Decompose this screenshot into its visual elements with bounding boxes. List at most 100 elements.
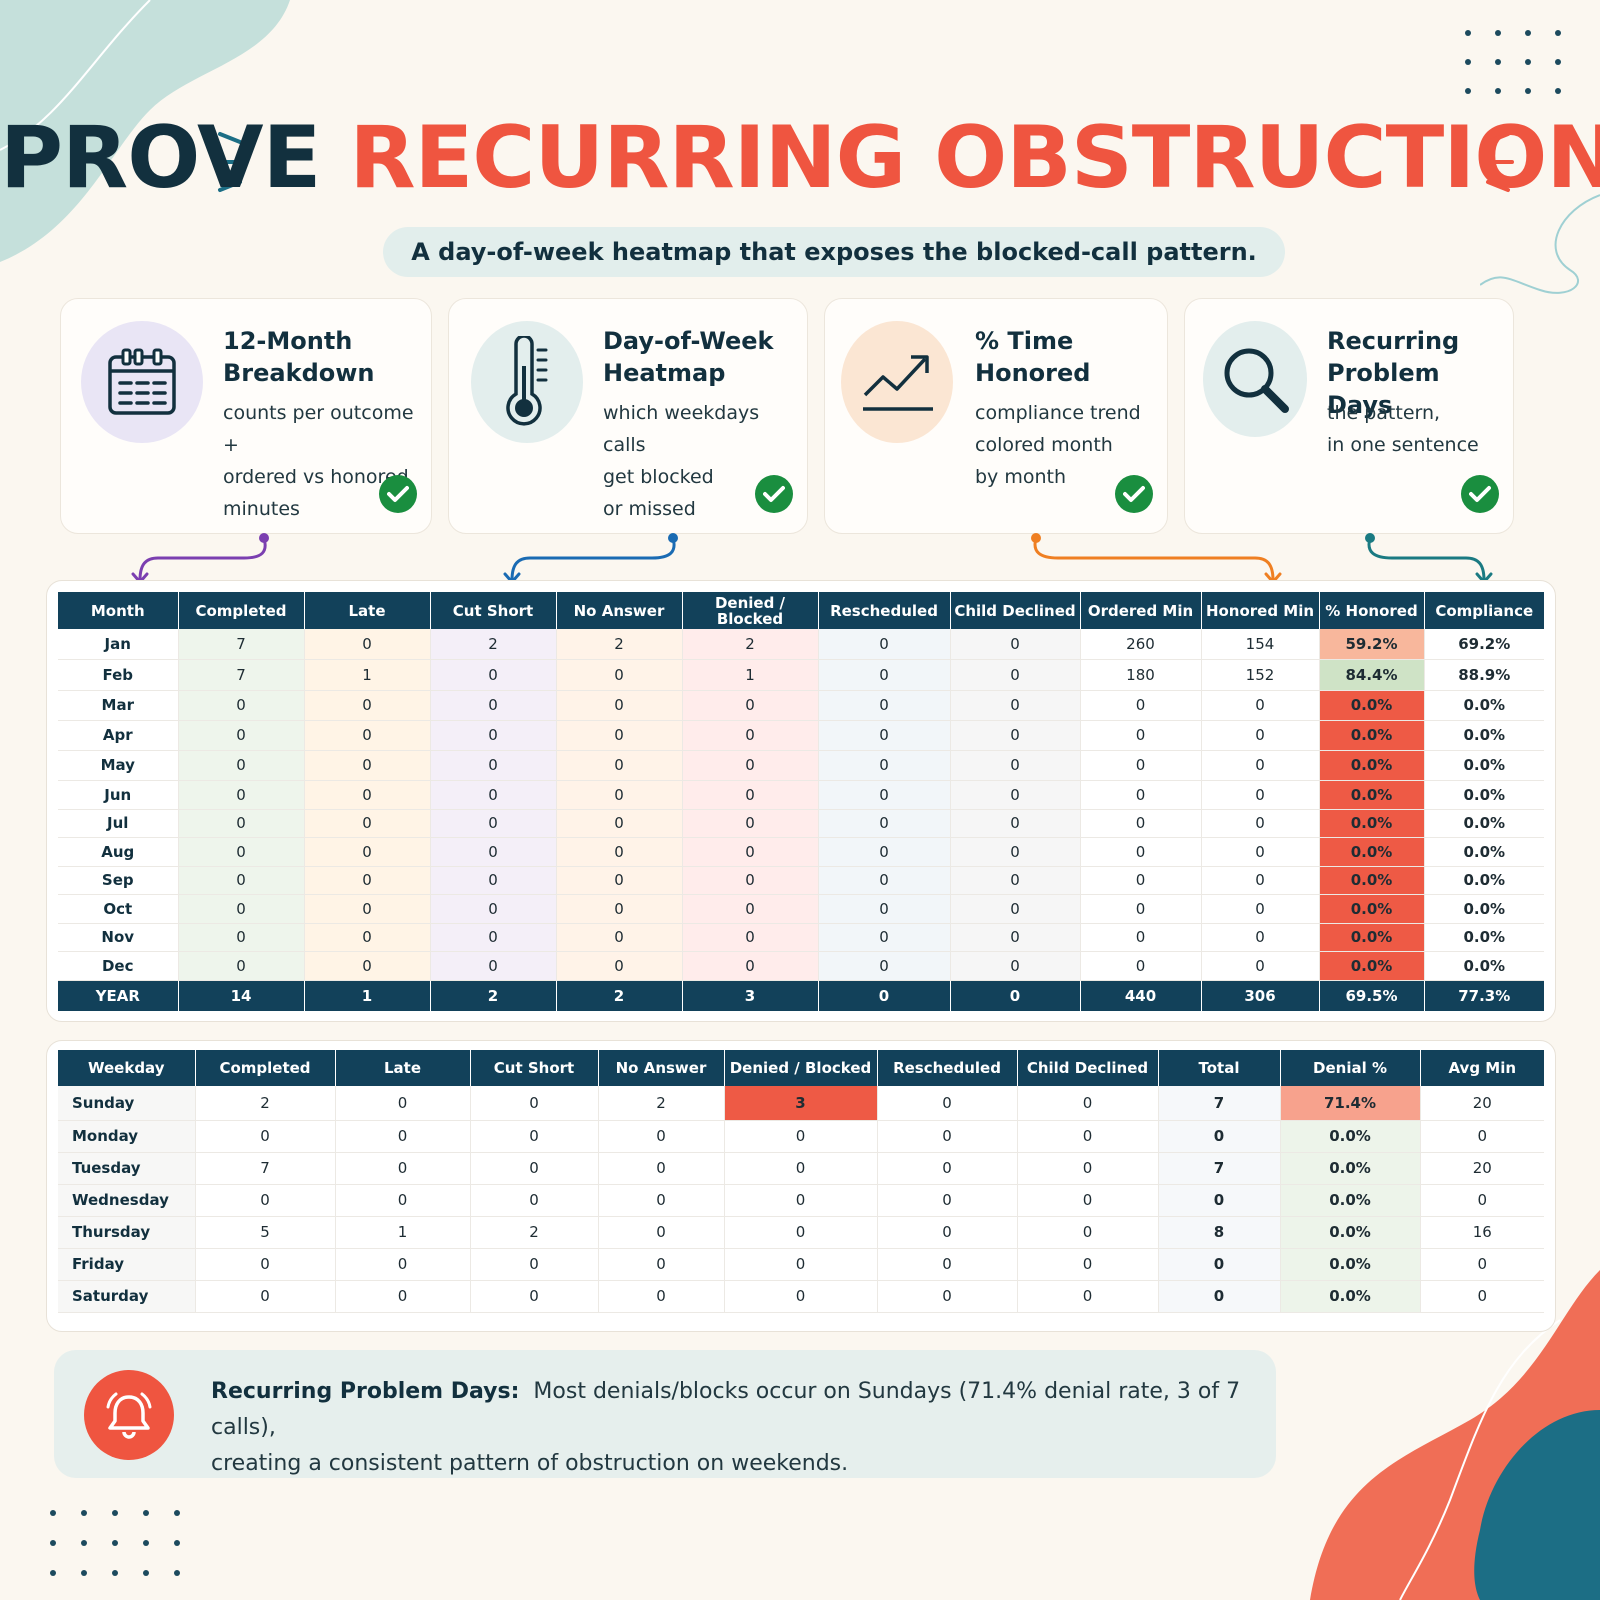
- cell-cut-short: 0: [430, 837, 557, 867]
- cell-late: 1: [335, 1216, 471, 1249]
- cell-ordered-min: 0: [1080, 690, 1202, 721]
- cell-late: 0: [304, 951, 431, 981]
- cell-completed: 0: [195, 1248, 336, 1281]
- cell-child-declined: 0: [950, 690, 1081, 721]
- trend-chart-icon: [841, 321, 953, 443]
- top-left-blob: [0, 0, 290, 262]
- cell-denied-blocked: 1: [682, 659, 819, 691]
- cell-rescheduled: 0: [818, 690, 951, 721]
- cell-completed: 0: [178, 866, 305, 895]
- header-late: Late: [335, 1050, 471, 1086]
- year-cell-late: 1: [304, 980, 431, 1011]
- cell-rescheduled: 0: [818, 837, 951, 867]
- cell-denied-blocked: 0: [724, 1248, 878, 1281]
- cell-child-declined: 0: [950, 923, 1081, 952]
- cell-avg-min: 0: [1420, 1248, 1544, 1281]
- header-rescheduled: Rescheduled: [818, 592, 951, 629]
- cell-cut-short: 0: [430, 951, 557, 981]
- cell-honored-min: 0: [1201, 866, 1320, 895]
- cell-honored-min: 0: [1201, 951, 1320, 981]
- cell-denied-blocked: 0: [682, 809, 819, 838]
- cell-rescheduled: 0: [818, 951, 951, 981]
- page-title: PROVE RECURRING OBSTRUCTION: [0, 108, 1600, 208]
- header-month: Month: [58, 592, 179, 629]
- cell-rescheduled: 0: [818, 659, 951, 691]
- cell-rescheduled: 0: [818, 720, 951, 751]
- cell-completed: 0: [178, 780, 305, 810]
- cell-denied-blocked: 2: [682, 629, 819, 660]
- card-description: counts per outcome + ordered vs honored mi…: [223, 402, 414, 520]
- table-row: Thursday 5 1 2 0 0 0 0 8 0.0% 16: [58, 1216, 1544, 1249]
- cell-ordered-min: 260: [1080, 629, 1202, 660]
- cell-month: Sep: [58, 866, 179, 895]
- cell-no-answer: 0: [556, 837, 683, 867]
- cell-compliance: 0.0%: [1424, 780, 1544, 810]
- cell-avg-min: 0: [1420, 1184, 1544, 1217]
- cell-child-declined: 0: [950, 866, 1081, 895]
- header-no-answer: No Answer: [598, 1050, 725, 1086]
- table-row: Saturday 0 0 0 0 0 0 0 0 0.0% 0: [58, 1280, 1544, 1313]
- cell-cut-short: 0: [430, 894, 557, 924]
- bell-icon: [84, 1370, 174, 1460]
- table-row: Wednesday 0 0 0 0 0 0 0 0 0.0% 0: [58, 1184, 1544, 1217]
- cell-avg-min: 0: [1420, 1280, 1544, 1313]
- cell-completed: 0: [178, 690, 305, 721]
- cell-total: 7: [1158, 1086, 1281, 1121]
- cell-no-answer: 0: [556, 780, 683, 810]
- cell-completed: 7: [178, 629, 305, 660]
- cell-month: Jul: [58, 809, 179, 838]
- cell-no-answer: 0: [556, 750, 683, 781]
- weekday-heatmap-table: Weekday Completed Late Cut Short No Answ…: [58, 1050, 1544, 1313]
- cell-late: 0: [335, 1248, 471, 1281]
- cell-ordered-min: 0: [1080, 837, 1202, 867]
- note-text: Recurring Problem Days: Most denials/blo…: [211, 1374, 1261, 1482]
- cell-denial-percent: 0.0%: [1280, 1248, 1421, 1281]
- cell-weekday: Sunday: [58, 1086, 196, 1121]
- header-late: Late: [304, 592, 431, 629]
- title-part-2: RECURRING OBSTRUCTION: [349, 108, 1600, 208]
- year-total-row: YEAR 14 1 2 2 3 0 0 440 306 69.5% 77.3%: [58, 980, 1544, 1011]
- cell-no-answer: 0: [556, 894, 683, 924]
- cell-child-declined: 0: [1017, 1280, 1159, 1313]
- cell-percent-honored: 0.0%: [1319, 720, 1425, 751]
- cell-denial-percent: 71.4%: [1280, 1086, 1421, 1121]
- check-icon: [1115, 475, 1153, 513]
- table-row: Feb 7 1 0 0 1 0 0 180 152 84.4% 88.9%: [58, 659, 1544, 691]
- cell-late: 0: [304, 780, 431, 810]
- cell-month: Dec: [58, 951, 179, 981]
- cell-completed: 0: [178, 951, 305, 981]
- cell-late: 1: [304, 659, 431, 691]
- year-cell-month: YEAR: [58, 980, 179, 1011]
- cell-late: 0: [335, 1184, 471, 1217]
- weekday-header-row: Weekday Completed Late Cut Short No Answ…: [58, 1050, 1544, 1086]
- cell-rescheduled: 0: [818, 750, 951, 781]
- cell-denied-blocked: 0: [682, 780, 819, 810]
- cell-child-declined: 0: [950, 809, 1081, 838]
- check-icon: [1461, 475, 1499, 513]
- cell-completed: 0: [195, 1280, 336, 1313]
- card-recurring-problem-days: Recurring Problem Days the pattern, in one…: [1184, 298, 1514, 534]
- cell-denied-blocked: 0: [682, 894, 819, 924]
- cell-no-answer: 0: [556, 720, 683, 751]
- cell-weekday: Wednesday: [58, 1184, 196, 1217]
- cell-completed: 0: [195, 1184, 336, 1217]
- cell-compliance: 88.9%: [1424, 659, 1544, 691]
- header-rescheduled: Rescheduled: [877, 1050, 1018, 1086]
- cell-cut-short: 0: [430, 750, 557, 781]
- bottom-right-blob: [1310, 1270, 1600, 1600]
- header-child-declined: Child Declined: [950, 592, 1081, 629]
- cell-child-declined: 0: [950, 659, 1081, 691]
- cell-denied-blocked: 0: [724, 1216, 878, 1249]
- cell-compliance: 0.0%: [1424, 923, 1544, 952]
- card-title: Day-of-Week Heatmap: [603, 327, 774, 387]
- cell-no-answer: 0: [598, 1120, 725, 1153]
- check-icon: [379, 475, 417, 513]
- cell-child-declined: 0: [950, 780, 1081, 810]
- cell-denied-blocked: 0: [724, 1152, 878, 1185]
- cell-cut-short: 0: [430, 923, 557, 952]
- cell-completed: 7: [195, 1152, 336, 1185]
- cell-denied-blocked: 0: [682, 720, 819, 751]
- cell-month: Oct: [58, 894, 179, 924]
- cell-percent-honored: 0.0%: [1319, 837, 1425, 867]
- cell-month: Aug: [58, 837, 179, 867]
